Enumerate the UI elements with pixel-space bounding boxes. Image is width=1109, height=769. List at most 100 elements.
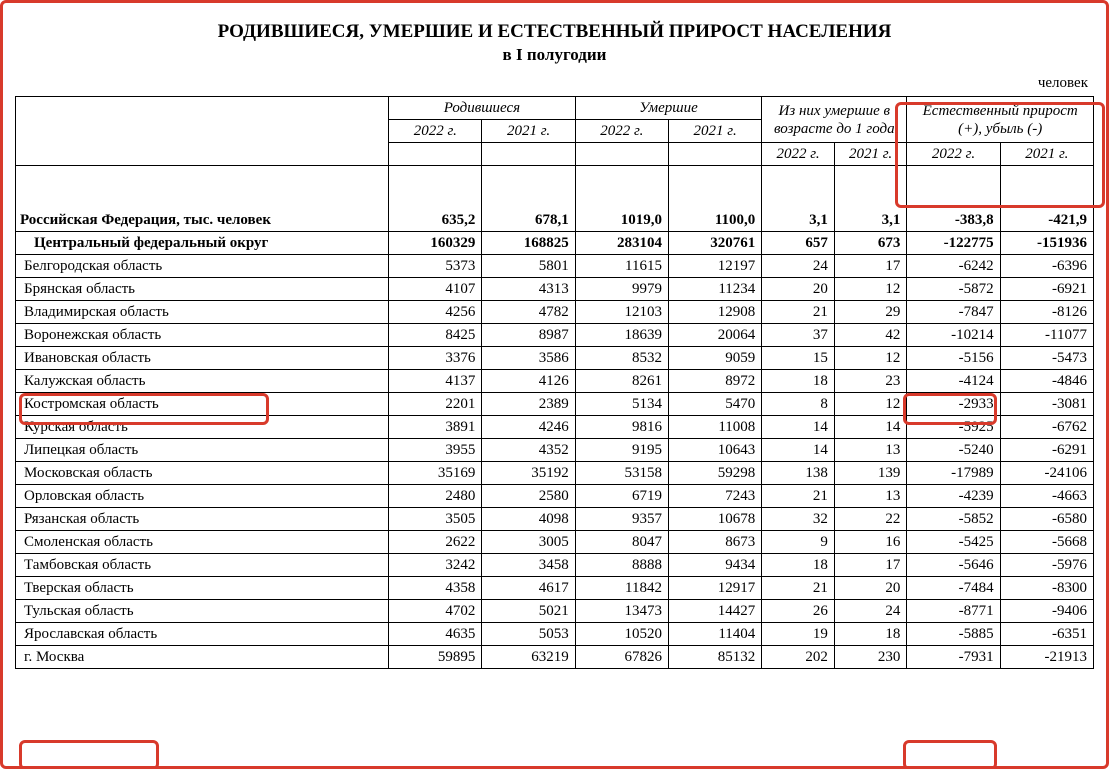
cell-value: 32 (762, 508, 835, 531)
cell-value: 139 (834, 462, 907, 485)
cell-value: 23 (834, 370, 907, 393)
cell-value: -6762 (1000, 416, 1093, 439)
cell-value: -6242 (907, 255, 1000, 278)
cell-value: -5885 (907, 623, 1000, 646)
page-frame: РОДИВШИЕСЯ, УМЕРШИЕ И ЕСТЕСТВЕННЫЙ ПРИРО… (0, 0, 1109, 769)
region-name: Центральный федеральный округ (16, 232, 389, 255)
header-died: Умершие (575, 97, 762, 120)
table-row: Костромская область2201238951345470812-2… (16, 393, 1094, 416)
cell-value: 20 (762, 278, 835, 301)
cell-value: 2622 (389, 531, 482, 554)
cell-value: 12197 (668, 255, 761, 278)
highlight-box (903, 740, 997, 769)
cell-value: 63219 (482, 646, 575, 669)
page-subtitle: в I полугодии (15, 45, 1094, 65)
cell-value: 230 (834, 646, 907, 669)
table-row: Смоленская область2622300580478673916-54… (16, 531, 1094, 554)
cell-value: 14 (834, 416, 907, 439)
table-row: Тульская область4702502113473144272624-8… (16, 600, 1094, 623)
cell-value: 635,2 (389, 166, 482, 232)
cell-value: 21 (762, 301, 835, 324)
cell-value: 3242 (389, 554, 482, 577)
table-row: г. Москва59895632196782685132202230-7931… (16, 646, 1094, 669)
cell-value: -8300 (1000, 577, 1093, 600)
cell-value: 4137 (389, 370, 482, 393)
cell-value: -421,9 (1000, 166, 1093, 232)
cell-value: 9059 (668, 347, 761, 370)
cell-value: 12 (834, 347, 907, 370)
cell-value: 4126 (482, 370, 575, 393)
cell-value: 13473 (575, 600, 668, 623)
cell-value: 202 (762, 646, 835, 669)
cell-value: 10520 (575, 623, 668, 646)
region-name: Воронежская область (16, 324, 389, 347)
cell-value: 18 (762, 370, 835, 393)
cell-value: -5976 (1000, 554, 1093, 577)
cell-value: -5925 (907, 416, 1000, 439)
cell-value: -4124 (907, 370, 1000, 393)
header-infant: Из них умершие в возрасте до 1 года (762, 97, 907, 143)
cell-value: 11234 (668, 278, 761, 301)
cell-value: 8532 (575, 347, 668, 370)
cell-value: 11404 (668, 623, 761, 646)
cell-value: 168825 (482, 232, 575, 255)
cell-value: 4635 (389, 623, 482, 646)
cell-value: 20064 (668, 324, 761, 347)
cell-value: 14 (762, 416, 835, 439)
table-row: Калужская область41374126826189721823-41… (16, 370, 1094, 393)
cell-value: -4663 (1000, 485, 1093, 508)
cell-value: 5801 (482, 255, 575, 278)
cell-value: -3081 (1000, 393, 1093, 416)
cell-value: -5668 (1000, 531, 1093, 554)
cell-value: -8771 (907, 600, 1000, 623)
header-died-2021: 2021 г. (668, 120, 761, 143)
cell-value: 5373 (389, 255, 482, 278)
cell-value: 11842 (575, 577, 668, 600)
table-header: Родившиеся Умершие Из них умершие в возр… (16, 97, 1094, 166)
cell-value: -4239 (907, 485, 1000, 508)
cell-value: -8126 (1000, 301, 1093, 324)
cell-value: 6719 (575, 485, 668, 508)
region-name: Калужская область (16, 370, 389, 393)
cell-value: 26 (762, 600, 835, 623)
cell-value: 11008 (668, 416, 761, 439)
cell-value: -7484 (907, 577, 1000, 600)
cell-value: 59298 (668, 462, 761, 485)
cell-value: 29 (834, 301, 907, 324)
cell-value: -11077 (1000, 324, 1093, 347)
header-born-2022: 2022 г. (389, 120, 482, 143)
table-row: Российская Федерация, тыс. человек635,26… (16, 166, 1094, 232)
cell-value: -17989 (907, 462, 1000, 485)
table-row: Курская область389142469816110081414-592… (16, 416, 1094, 439)
header-born: Родившиеся (389, 97, 576, 120)
cell-value: 3,1 (762, 166, 835, 232)
table-row: Московская область3516935192531585929813… (16, 462, 1094, 485)
cell-value: 9434 (668, 554, 761, 577)
cell-value: 4352 (482, 439, 575, 462)
header-infant-2021: 2021 г. (834, 143, 907, 166)
cell-value: -6580 (1000, 508, 1093, 531)
cell-value: 3005 (482, 531, 575, 554)
region-name: Тамбовская область (16, 554, 389, 577)
cell-value: 12908 (668, 301, 761, 324)
cell-value: 3586 (482, 347, 575, 370)
cell-value: -122775 (907, 232, 1000, 255)
region-name: Рязанская область (16, 508, 389, 531)
table-row: Орловская область24802580671972432113-42… (16, 485, 1094, 508)
header-nat-2022: 2022 г. (907, 143, 1000, 166)
cell-value: 13 (834, 485, 907, 508)
cell-value: 7243 (668, 485, 761, 508)
table-row: Белгородская область53735801116151219724… (16, 255, 1094, 278)
cell-value: 12 (834, 278, 907, 301)
cell-value: 5053 (482, 623, 575, 646)
region-name: Брянская область (16, 278, 389, 301)
cell-value: 16 (834, 531, 907, 554)
cell-value: 5134 (575, 393, 668, 416)
cell-value: 138 (762, 462, 835, 485)
cell-value: 67826 (575, 646, 668, 669)
cell-value: 21 (762, 577, 835, 600)
cell-value: 11615 (575, 255, 668, 278)
header-blank-2 (482, 143, 575, 166)
cell-value: 4702 (389, 600, 482, 623)
cell-value: -7931 (907, 646, 1000, 669)
